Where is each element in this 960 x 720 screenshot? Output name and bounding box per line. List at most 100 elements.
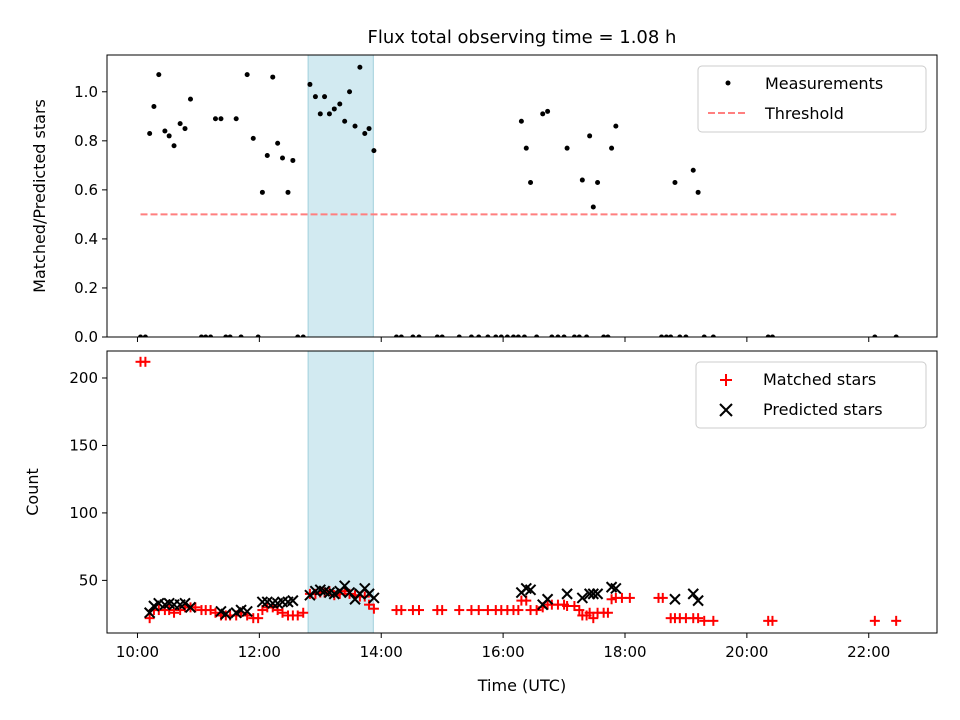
measurement-point: [549, 334, 555, 337]
matched-point: [414, 605, 425, 616]
measurement-point: [156, 72, 162, 78]
matched-point: [473, 605, 484, 616]
matched-point: [298, 607, 309, 618]
measurement-point: [609, 145, 615, 151]
measurement-point: [493, 334, 499, 337]
measurement-point: [485, 334, 491, 337]
measurement-point: [518, 118, 524, 124]
matched-point: [368, 603, 379, 614]
measurement-point: [331, 106, 337, 112]
measurement-point: [672, 180, 678, 186]
measurement-point: [595, 180, 601, 186]
matched-point: [437, 605, 448, 616]
y-tick-label: 0.8: [74, 132, 98, 150]
predicted-point: [561, 588, 573, 600]
measurement-point: [322, 94, 328, 100]
matched-point: [140, 356, 151, 367]
matched-point: [767, 615, 778, 626]
x-tick-label: 14:00: [360, 643, 403, 661]
predicted-point: [524, 584, 537, 596]
predicted-point: [328, 588, 341, 600]
measurement-point: [515, 334, 521, 337]
measurement-point: [208, 334, 214, 337]
measurement-point: [342, 118, 348, 124]
measurement-point: [147, 130, 153, 136]
matched-point: [253, 613, 264, 624]
measurement-point: [663, 334, 669, 337]
measurement-point: [259, 189, 265, 195]
predicted-point: [143, 607, 156, 619]
measurement-point: [177, 121, 183, 127]
chart-title: Flux total observing time = 1.08 h: [368, 27, 677, 48]
legend-matched-marker: [720, 374, 732, 386]
matched-point: [396, 605, 407, 616]
measurement-point: [534, 334, 540, 337]
y-tick-label: 50: [79, 571, 98, 589]
legend-predicted-label: Predicted stars: [763, 400, 883, 419]
predicted-point: [692, 594, 704, 607]
measurement-point: [468, 334, 474, 337]
y-tick-label: 200: [69, 369, 98, 387]
measurement-point: [317, 111, 323, 117]
legend-threshold-label: Threshold: [764, 104, 844, 123]
measurement-point: [244, 72, 250, 78]
measurement-point: [138, 334, 144, 337]
measurement-point: [504, 334, 510, 337]
measurement-point: [223, 334, 229, 337]
matched-point: [588, 613, 599, 624]
measurement-point: [285, 189, 291, 195]
measurement-point: [521, 334, 527, 337]
measurement-point: [528, 180, 534, 186]
matched-point: [574, 605, 585, 616]
y-tick-label: 0.6: [74, 181, 98, 199]
measurement-point: [212, 116, 218, 122]
measurement-point: [307, 81, 313, 87]
measurement-point: [151, 103, 157, 109]
predicted-point: [287, 594, 299, 607]
measurement-point: [765, 334, 771, 337]
measurement-point: [510, 334, 516, 337]
predicted-point: [179, 597, 191, 610]
measurement-point: [357, 64, 363, 70]
top-axes-frame: [106, 54, 938, 338]
x-tick-label: 10:00: [116, 643, 159, 661]
measurement-point: [710, 334, 716, 337]
predicted-point: [304, 589, 316, 601]
measurement-point: [613, 123, 619, 129]
y-tick-label: 1.0: [74, 83, 98, 101]
predicted-point: [687, 588, 699, 600]
measurement-point: [393, 334, 399, 337]
matched-point: [292, 610, 303, 621]
predicted-point: [220, 608, 232, 620]
measurement-point: [540, 111, 546, 117]
measurement-point: [561, 334, 567, 337]
predicted-point: [576, 592, 589, 604]
measurement-point: [410, 334, 416, 337]
legend-matched-label: Matched stars: [763, 370, 876, 389]
y-tick-label: 100: [69, 504, 98, 522]
measurement-point: [439, 334, 445, 337]
measurement-point: [255, 334, 261, 337]
measurement-point: [476, 334, 482, 337]
matched-point: [169, 607, 180, 618]
legend-predicted-marker: [719, 403, 733, 417]
matched-point: [891, 615, 902, 626]
predicted-point: [541, 593, 554, 605]
predicted-point: [184, 601, 197, 614]
measurement-point: [362, 130, 368, 136]
matched-point: [190, 602, 201, 613]
measurement-point: [769, 334, 775, 337]
measurement-point: [576, 334, 582, 337]
bottom-axes-frame: [106, 350, 938, 634]
measurement-point: [233, 116, 239, 122]
measurement-point: [456, 334, 462, 337]
measurement-point: [545, 108, 551, 114]
highlight-span: [307, 350, 374, 634]
x-tick-label: 12:00: [238, 643, 281, 661]
measurement-point: [371, 148, 377, 154]
measurement-point: [677, 334, 683, 337]
measurement-point: [337, 101, 343, 107]
measurement-point: [683, 334, 689, 337]
measurement-point: [352, 123, 358, 129]
y-tick-label: 0.0: [74, 328, 98, 346]
